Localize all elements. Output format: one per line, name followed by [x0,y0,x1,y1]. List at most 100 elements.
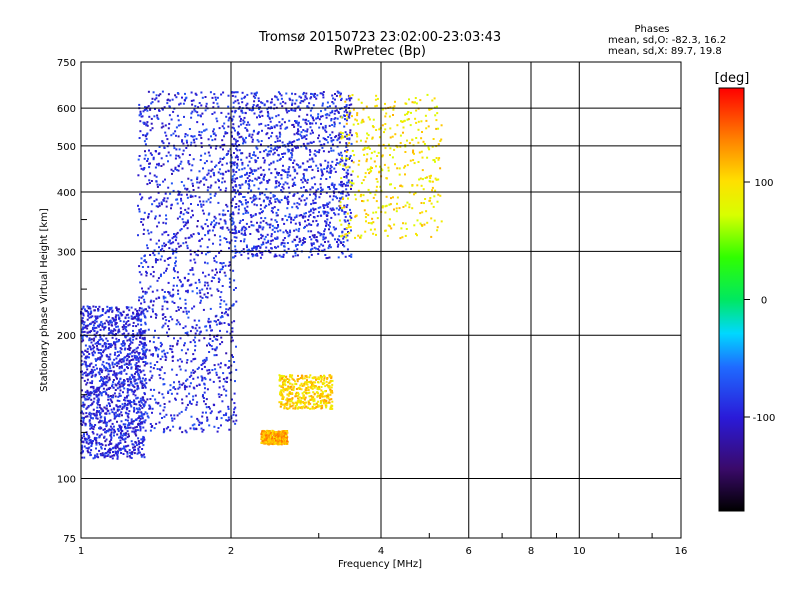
data-point [321,395,324,398]
data-point [88,306,91,308]
data-point [198,339,201,342]
data-point [112,333,115,336]
data-point [218,213,221,216]
data-point [417,128,420,131]
data-point [121,385,124,388]
data-point [217,319,220,321]
data-point [90,311,93,314]
data-point [117,430,120,432]
data-point [343,114,346,117]
data-point [143,301,146,304]
data-point [108,412,111,415]
data-point [183,344,186,347]
data-point [195,324,198,327]
data-point [354,198,357,201]
data-point [352,123,355,126]
data-point [198,130,201,133]
data-point [179,297,182,300]
data-point [356,133,358,136]
data-point [98,449,101,452]
data-point [193,423,196,426]
data-point [372,211,375,214]
data-point [119,394,122,397]
data-point [377,151,380,154]
data-point [110,324,113,327]
data-point [402,126,405,129]
data-point [312,119,315,122]
data-point [305,189,308,192]
data-point [139,356,142,359]
data-point [85,310,88,313]
data-point [296,378,299,381]
data-point [163,406,166,409]
data-point [81,331,84,334]
data-point [431,186,434,189]
data-point [331,143,334,146]
data-point [224,131,227,134]
data-point [260,101,263,104]
data-point [155,401,158,404]
data-point [212,133,215,135]
data-point [381,108,384,111]
data-point [305,169,308,172]
data-point [344,135,347,138]
data-point [384,102,386,105]
data-point [84,349,87,352]
data-point [292,255,295,258]
data-point [269,150,272,152]
data-point [322,96,325,99]
data-point [159,345,162,348]
data-point [256,104,259,107]
data-point [266,115,269,117]
data-point [80,444,83,447]
data-point [235,414,238,417]
data-point [108,440,111,443]
data-point [318,118,321,121]
data-point [233,236,236,239]
data-point [129,456,132,459]
data-point [322,395,325,398]
data-point [345,171,348,174]
data-point [336,241,338,243]
data-point [331,383,334,386]
data-point [314,191,317,194]
data-point [170,414,173,417]
data-point [322,150,325,153]
data-point [289,174,292,177]
data-point [212,106,215,109]
data-point [172,425,175,428]
data-point [346,191,349,194]
data-point [351,182,353,185]
data-point [373,150,376,153]
data-point [325,406,328,409]
data-point [136,429,139,432]
data-point [165,230,168,233]
data-point [83,417,85,419]
data-point [105,310,108,313]
data-point [235,231,238,234]
data-point [135,371,138,374]
data-point [317,206,320,209]
data-point [264,148,267,151]
data-point [320,386,323,388]
data-point [234,156,237,159]
data-point [270,202,273,205]
data-point [293,216,296,219]
data-point [124,411,127,414]
data-point [285,109,288,112]
data-point [146,160,149,162]
data-point [310,230,313,233]
data-point [144,361,147,363]
data-point [169,384,172,387]
data-point [243,238,246,241]
data-point [333,121,336,124]
data-point [111,422,114,425]
data-point [179,306,182,309]
data-point [221,341,224,344]
data-point [288,119,291,122]
data-point [184,99,186,102]
data-point [158,391,161,394]
data-point [291,141,294,143]
data-point [236,149,239,152]
data-point [419,99,422,102]
